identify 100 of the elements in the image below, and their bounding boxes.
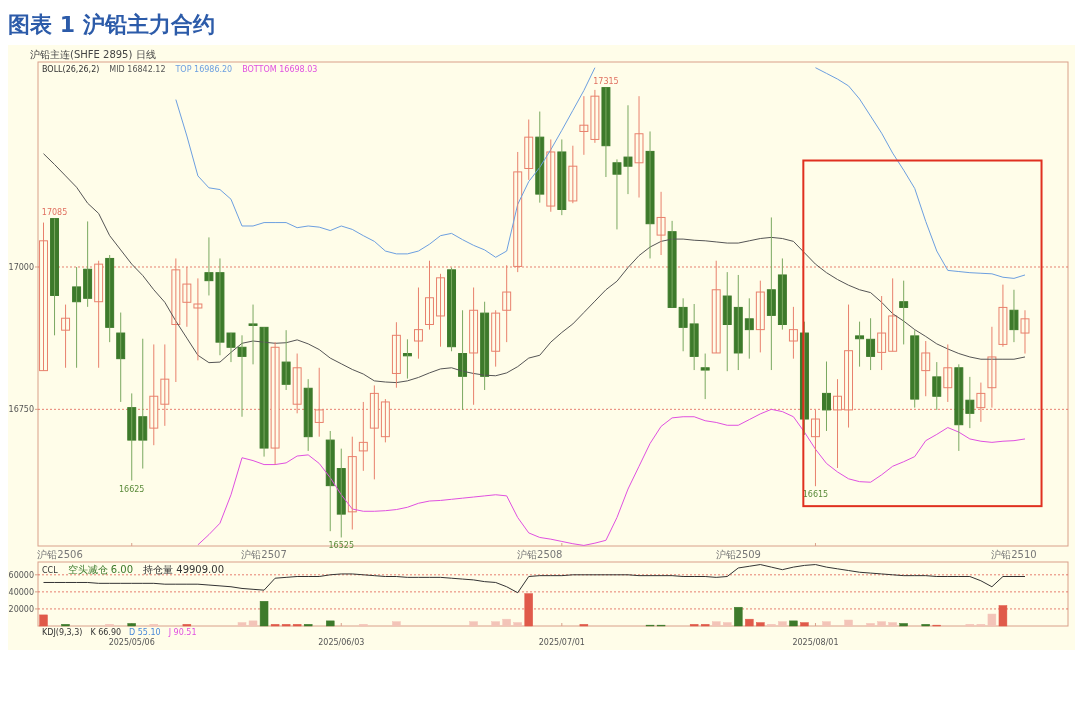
candlestick <box>844 304 854 429</box>
bar <box>756 622 765 627</box>
bar <box>800 622 809 627</box>
bar <box>734 606 743 627</box>
candlestick <box>722 271 732 372</box>
candlestick <box>921 340 931 397</box>
text: D 55.10 <box>129 628 161 637</box>
candlestick <box>61 304 71 369</box>
bar <box>899 623 908 627</box>
candlestick <box>711 260 721 354</box>
bar <box>491 621 500 627</box>
y-tick-label: 20000 <box>8 604 34 614</box>
annotation: 16615 <box>802 490 829 500</box>
legend-title: CCL <box>42 566 59 575</box>
candlestick <box>877 295 887 371</box>
candlestick <box>855 321 865 368</box>
candlestick <box>369 384 379 480</box>
bar <box>822 621 831 627</box>
candlestick <box>469 286 479 406</box>
candlestick <box>502 264 512 343</box>
candlestick <box>1020 309 1030 355</box>
candlestick <box>822 361 831 432</box>
y-tick-label: 40000 <box>8 587 34 597</box>
candlestick <box>270 341 280 466</box>
bar <box>844 619 853 627</box>
text: KDJ(9,3,3) <box>42 628 83 637</box>
candlestick <box>777 257 787 331</box>
annotation: 17085 <box>41 207 68 217</box>
text: 沪铅2509 <box>715 549 761 560</box>
candlestick <box>491 309 501 368</box>
annotation: 16525 <box>328 541 354 551</box>
bar <box>866 623 875 627</box>
bar <box>745 618 754 627</box>
candlestick <box>436 273 445 348</box>
candlestick <box>744 297 754 360</box>
candlestick <box>601 87 611 178</box>
y-tick-label: 17000 <box>8 262 34 272</box>
x-tick-label: 2025/07/01 <box>538 638 585 647</box>
bar <box>711 621 721 627</box>
bar <box>392 621 401 627</box>
candlestick <box>910 329 920 409</box>
bar <box>469 621 478 627</box>
candlestick <box>413 286 423 360</box>
candlestick <box>50 218 60 336</box>
series-label: 持仓量 49909.00 <box>143 564 224 575</box>
line-series <box>43 564 1026 594</box>
text: MID 16842.12 <box>109 65 166 74</box>
text: 沪铅2506 <box>37 549 83 560</box>
bar <box>39 614 48 627</box>
candlestick <box>83 220 93 308</box>
bar <box>127 623 136 627</box>
candlestick <box>149 343 159 446</box>
candlestick <box>314 367 324 438</box>
bar <box>513 622 522 627</box>
line-series <box>43 153 1026 384</box>
text: K 66.90 <box>90 628 122 637</box>
candlestick <box>105 254 115 343</box>
text: 沪铅2507 <box>241 549 287 560</box>
text: 沪铅2510 <box>991 549 1037 560</box>
candlestick <box>447 267 457 352</box>
bar <box>888 622 897 627</box>
y-tick-label: 60000 <box>8 570 34 580</box>
candlestick <box>72 266 82 369</box>
line-series <box>197 408 1026 546</box>
candlestick <box>932 361 942 411</box>
bar <box>723 622 732 627</box>
candlestick <box>888 277 898 352</box>
y-tick-label: 16750 <box>8 405 34 415</box>
candlestick <box>766 216 776 371</box>
candlestick <box>998 284 1008 348</box>
bar <box>502 618 511 627</box>
bar <box>778 621 787 627</box>
bar <box>259 601 269 627</box>
candlestick <box>899 280 909 345</box>
candlestick <box>193 277 203 361</box>
candlestick <box>292 353 302 414</box>
candlestick <box>138 338 148 470</box>
candlestick <box>160 343 170 427</box>
chart-subtitle: 沪铅主连(SHFE 2895) 日线 <box>30 49 156 60</box>
candlestick <box>248 304 258 365</box>
candlestick <box>689 303 699 371</box>
candlestick <box>954 363 964 452</box>
text: 沪铅2508 <box>517 549 563 560</box>
x-tick-label: 2025/08/01 <box>792 638 839 647</box>
text: BOTTOM 16698.03 <box>242 65 318 74</box>
candlestick <box>425 260 434 331</box>
candlestick <box>833 378 842 469</box>
candlestick <box>656 191 666 256</box>
x-tick-label: 2025/05/06 <box>108 638 155 647</box>
candlestick <box>788 306 798 360</box>
bar <box>789 620 798 627</box>
bar <box>877 621 886 627</box>
candlestick <box>700 353 710 400</box>
candlestick <box>943 343 953 403</box>
candlestick <box>557 138 567 216</box>
candlestick <box>755 280 765 353</box>
text: J 90.51 <box>167 628 197 637</box>
candlestick <box>116 312 126 403</box>
candlestick <box>358 401 368 472</box>
annotation: 17315 <box>593 76 619 86</box>
